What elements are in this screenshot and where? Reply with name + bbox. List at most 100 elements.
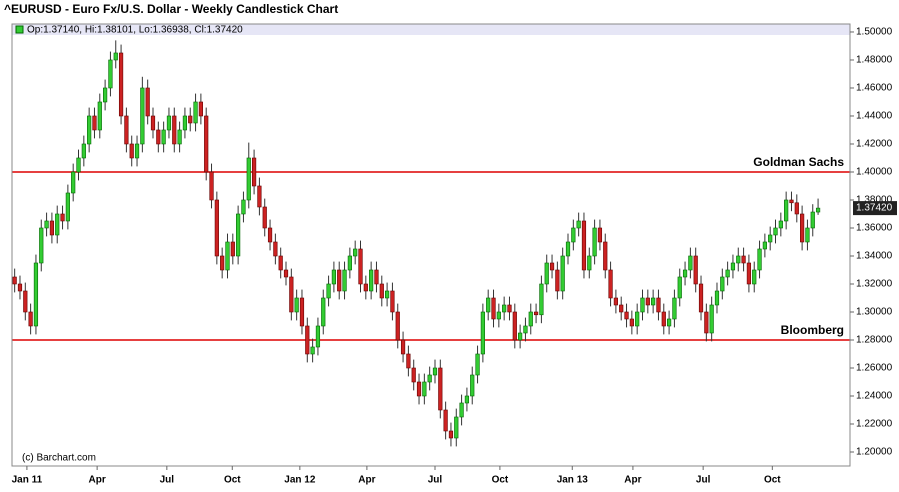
candle-body [666,318,672,327]
candle-body [496,311,501,320]
candle-body [486,297,491,313]
candle-body [752,269,757,285]
candle-body [12,276,17,285]
candle-body [491,297,496,320]
y-tick-label: 1.34000 [856,251,893,262]
candle-body [220,255,225,271]
candle-body [640,297,645,313]
info-strip [12,24,850,35]
candle-body [236,213,241,257]
candle-body [730,262,736,271]
candle-body [113,52,118,61]
candle-body [278,255,283,271]
candle-body [182,115,188,131]
candle-body [746,262,752,285]
candle-body [118,52,124,117]
candle-body [507,304,512,313]
candle-body [241,199,246,215]
candle-body [672,297,677,320]
candle-body [528,311,533,327]
last-price-tag [853,201,897,216]
candle-body [55,213,60,236]
candle-body [358,248,363,285]
candle-body [124,115,129,145]
candle-body [108,59,113,89]
candle-body [539,283,544,316]
candle-body [65,192,70,222]
candle-body [778,220,783,229]
candle-body [39,227,44,264]
candle-body [693,255,698,285]
x-tick-label: Jan 12 [284,475,316,486]
candle-body [87,115,92,145]
candle-body [565,241,571,257]
y-tick-label: 1.46000 [856,83,893,94]
candle-body [347,255,352,271]
candle-body [273,241,278,257]
candle-body [134,143,140,159]
candle-body [103,87,108,103]
candle-body [145,87,150,117]
y-tick-label: 1.38000 [856,195,893,206]
candle-body [97,101,102,131]
candle-body [805,227,810,243]
candle-body [305,325,310,355]
candle-body [624,311,629,320]
y-tick-label: 1.20000 [856,447,893,458]
candle-body [374,269,379,285]
candle-body [283,269,289,278]
candle-body [720,276,725,292]
y-tick-label: 1.32000 [856,279,893,290]
candle-body [603,241,608,271]
candle-body [92,115,97,131]
candle-body [789,199,794,204]
candle-body [342,269,347,292]
candle-body [262,206,267,229]
candle-body [794,202,799,215]
y-tick-label: 1.26000 [856,363,893,374]
candle-body [656,297,661,313]
candle-body [448,430,454,439]
candle-body [427,374,432,383]
candle-body [768,234,773,243]
x-tick-label: Apr [358,475,375,486]
candle-body [60,213,65,222]
candle-body [416,381,422,397]
candle-body [353,248,358,257]
candle-body [369,269,374,292]
x-tick-label: Apr [89,475,106,486]
candle-body [246,157,251,201]
y-tick-label: 1.28000 [856,335,893,346]
candle-body [267,227,273,243]
y-tick-label: 1.50000 [856,27,893,38]
candle-body [17,283,23,292]
candle-body [198,101,203,117]
candle-body [411,367,416,383]
candle-body [156,129,161,145]
candle-body [225,241,230,271]
candle-body [33,262,39,327]
candle-body [651,297,656,306]
candle-body [661,311,666,327]
candle-body [518,332,523,341]
x-tick-label: Jul [428,475,443,486]
info-text: Op:1.37140, Hi:1.38101, Lo:1.36938, Cl:1… [27,25,243,36]
y-tick-label: 1.24000 [856,391,893,402]
candle-body [188,115,193,124]
candle-body [204,115,209,173]
candle-body [576,220,581,229]
y-tick-label: 1.42000 [856,139,893,150]
y-tick-label: 1.22000 [856,419,893,430]
candle-body [390,290,395,313]
chart-title: ^EURUSD - Euro Fx/U.S. Dollar - Weekly C… [4,2,338,16]
candle-body [714,290,720,306]
candle-body [71,171,76,194]
candle-body [597,227,603,243]
candle-body [140,87,145,145]
candle-body [523,325,528,334]
annotation-label: Goldman Sachs [753,155,844,169]
y-tick-label: 1.40000 [856,167,893,178]
candle-body [608,269,613,299]
y-tick-label: 1.48000 [856,55,893,66]
